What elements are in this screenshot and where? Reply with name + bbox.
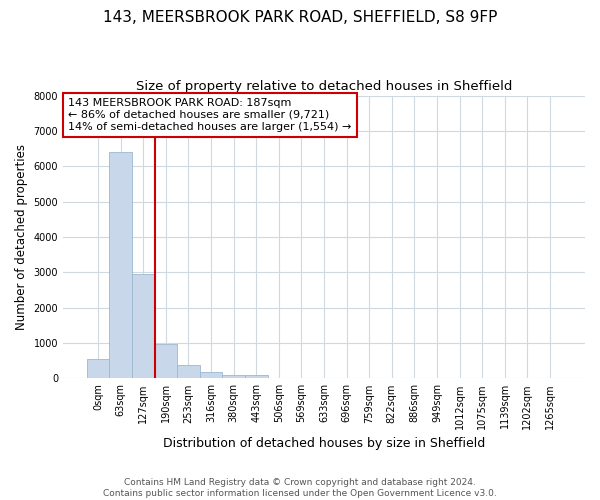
Bar	[132, 274, 155, 378]
X-axis label: Distribution of detached houses by size in Sheffield: Distribution of detached houses by size …	[163, 437, 485, 450]
Bar	[87, 359, 109, 378]
Y-axis label: Number of detached properties: Number of detached properties	[15, 144, 28, 330]
Bar	[200, 372, 223, 378]
Bar	[245, 376, 268, 378]
Text: Contains HM Land Registry data © Crown copyright and database right 2024.
Contai: Contains HM Land Registry data © Crown c…	[103, 478, 497, 498]
Bar	[155, 344, 177, 378]
Bar	[223, 375, 245, 378]
Bar	[109, 152, 132, 378]
Text: 143, MEERSBROOK PARK ROAD, SHEFFIELD, S8 9FP: 143, MEERSBROOK PARK ROAD, SHEFFIELD, S8…	[103, 10, 497, 25]
Title: Size of property relative to detached houses in Sheffield: Size of property relative to detached ho…	[136, 80, 512, 93]
Text: 143 MEERSBROOK PARK ROAD: 187sqm
← 86% of detached houses are smaller (9,721)
14: 143 MEERSBROOK PARK ROAD: 187sqm ← 86% o…	[68, 98, 352, 132]
Bar	[177, 365, 200, 378]
